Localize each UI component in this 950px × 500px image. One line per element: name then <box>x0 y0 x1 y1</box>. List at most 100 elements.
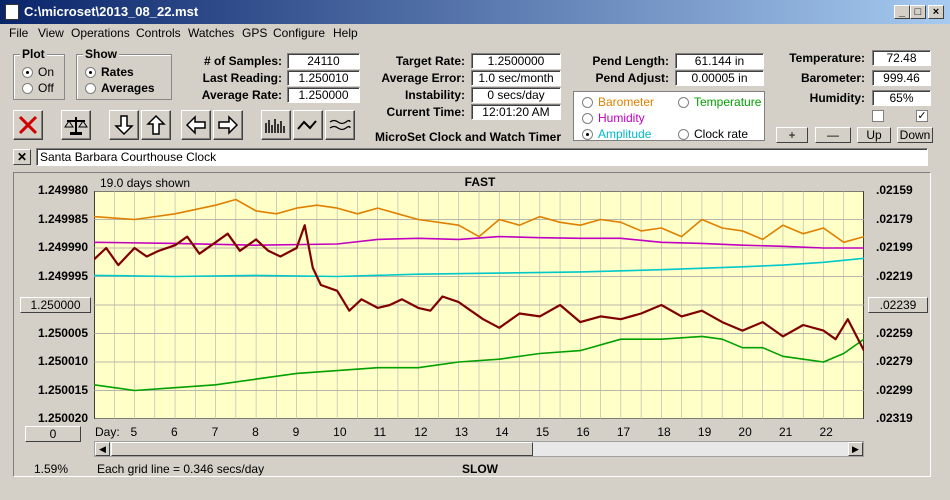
barometer-label: Barometer: <box>800 71 865 85</box>
plot-off-radio[interactable]: Off <box>22 81 54 95</box>
right-tick-label: .02159 <box>876 183 913 197</box>
day-tick-label: 8 <box>252 425 259 439</box>
current-time-label: Current Time: <box>386 105 465 119</box>
right-tick-label: .02279 <box>876 354 913 368</box>
arrow-down-button[interactable] <box>109 110 139 140</box>
menu-operations[interactable]: Operations <box>71 26 130 40</box>
day-tick-label: 11 <box>373 425 387 439</box>
histogram-icon <box>265 119 285 133</box>
menu-bar: File View Operations Controls Watches GP… <box>0 24 950 42</box>
histogram-button[interactable] <box>261 110 291 140</box>
arrow-down-icon <box>114 115 134 136</box>
day-tick-label: 17 <box>616 425 631 439</box>
menu-file[interactable]: File <box>9 26 29 40</box>
radio-dot <box>85 66 96 78</box>
time-scrollbar[interactable]: ◀ ▶ <box>94 441 864 457</box>
series-line-0 <box>94 198 864 244</box>
left-center-button[interactable]: 1.250000 <box>20 297 91 313</box>
arrow-up-button[interactable] <box>141 110 171 140</box>
radio-dot <box>678 128 689 140</box>
radio-label: Amplitude <box>598 127 652 141</box>
humidity-label: Humidity: <box>809 91 865 105</box>
scale-down-button[interactable]: Down <box>897 127 933 143</box>
stop-button[interactable] <box>13 110 43 140</box>
menu-controls[interactable]: Controls <box>136 26 181 40</box>
plot-on-radio[interactable]: On <box>22 65 54 79</box>
series-line-4 <box>94 224 864 352</box>
app-icon <box>5 4 19 20</box>
scale-plus-button[interactable]: + <box>776 127 808 143</box>
target-rate-value: 1.2500000 <box>471 53 561 69</box>
radio-dot <box>22 82 33 94</box>
arrow-right-button[interactable] <box>213 110 243 140</box>
arrow-left-button[interactable] <box>181 110 211 140</box>
radio-label: Rates <box>101 65 134 79</box>
barometer-value: 999.46 <box>872 70 931 86</box>
chart-plot-area <box>94 191 864 419</box>
instability-value: 0 secs/day <box>471 87 561 103</box>
wave-icon <box>329 119 351 131</box>
show-rates-radio[interactable]: Rates <box>85 65 134 79</box>
radio-label: Off <box>38 81 54 95</box>
show-averages-radio[interactable]: Averages <box>85 81 155 95</box>
day-tick-label: 15 <box>535 425 550 439</box>
show-group: Show Rates Averages <box>76 47 172 100</box>
right-center-button[interactable]: .02239 <box>868 297 928 313</box>
menu-help[interactable]: Help <box>333 26 358 40</box>
average-rate-label: Average Rate: <box>201 88 282 102</box>
checkbox-right[interactable]: ✓ <box>916 110 928 122</box>
line-graph-button[interactable] <box>293 110 323 140</box>
day-tick-label: 6 <box>171 425 178 439</box>
clear-comment-button[interactable]: ✕ <box>13 149 31 165</box>
menu-watches[interactable]: Watches <box>188 26 235 40</box>
pend-length-value: 61.144 in <box>675 53 764 69</box>
temperature-label: Temperature: <box>789 51 865 65</box>
plot-group-title: Plot <box>20 47 47 61</box>
radio-dot <box>22 66 33 78</box>
series-selector: Barometer Temperature Humidity Amplitude… <box>573 91 765 141</box>
current-time-value: 12:01:20 AM <box>471 104 561 120</box>
close-button[interactable]: × <box>928 5 944 19</box>
balance-button[interactable] <box>61 110 91 140</box>
radio-dot <box>582 128 593 140</box>
menu-view[interactable]: View <box>38 26 64 40</box>
day-tick-label: 21 <box>778 425 793 439</box>
left-tick-label: 1.249980 <box>37 183 88 197</box>
offset-button[interactable]: 0 <box>25 426 81 442</box>
series-temperature-radio[interactable]: Temperature <box>678 95 761 109</box>
series-line-1 <box>94 235 864 249</box>
scroll-left-button[interactable]: ◀ <box>95 442 110 456</box>
samples-label: # of Samples: <box>203 54 282 68</box>
temperature-value: 72.48 <box>872 50 931 66</box>
pend-adjust-label: Pend Adjust: <box>595 71 669 85</box>
scale-minus-button[interactable]: — <box>815 127 851 143</box>
maximize-button[interactable]: □ <box>910 5 926 19</box>
average-error-value: 1.0 sec/month <box>471 70 561 86</box>
right-tick-label: .02299 <box>876 382 913 397</box>
menu-gps[interactable]: GPS <box>242 26 268 40</box>
comment-field[interactable]: Santa Barbara Courthouse Clock <box>36 148 928 166</box>
last-reading-label: Last Reading: <box>202 71 282 85</box>
scroll-thumb[interactable] <box>111 442 533 456</box>
series-humidity-radio[interactable]: Humidity <box>582 111 645 125</box>
right-tick-label: .02179 <box>876 211 913 226</box>
pend-adjust-value: 0.00005 in <box>675 70 764 86</box>
series-amplitude-radio[interactable]: Amplitude <box>582 127 651 141</box>
right-tick-label: .02259 <box>876 325 913 340</box>
plot-panel <box>13 172 931 477</box>
checkbox-left[interactable] <box>872 110 884 122</box>
scroll-right-button[interactable]: ▶ <box>848 442 863 456</box>
radio-label: Barometer <box>598 95 655 109</box>
radio-dot <box>85 82 96 94</box>
wave-button[interactable] <box>325 110 355 140</box>
arrow-up-icon <box>146 114 166 135</box>
scale-up-button[interactable]: Up <box>857 127 891 143</box>
radio-dot <box>678 96 689 108</box>
minimize-button[interactable]: _ <box>894 5 910 19</box>
day-tick-label: 22 <box>819 425 833 439</box>
samples-value: 24110 <box>287 53 360 69</box>
day-tick-label: 7 <box>211 425 219 439</box>
series-clock-rate-radio[interactable]: Clock rate <box>678 127 748 141</box>
series-barometer-radio[interactable]: Barometer <box>582 95 654 109</box>
menu-configure[interactable]: Configure <box>273 26 326 40</box>
